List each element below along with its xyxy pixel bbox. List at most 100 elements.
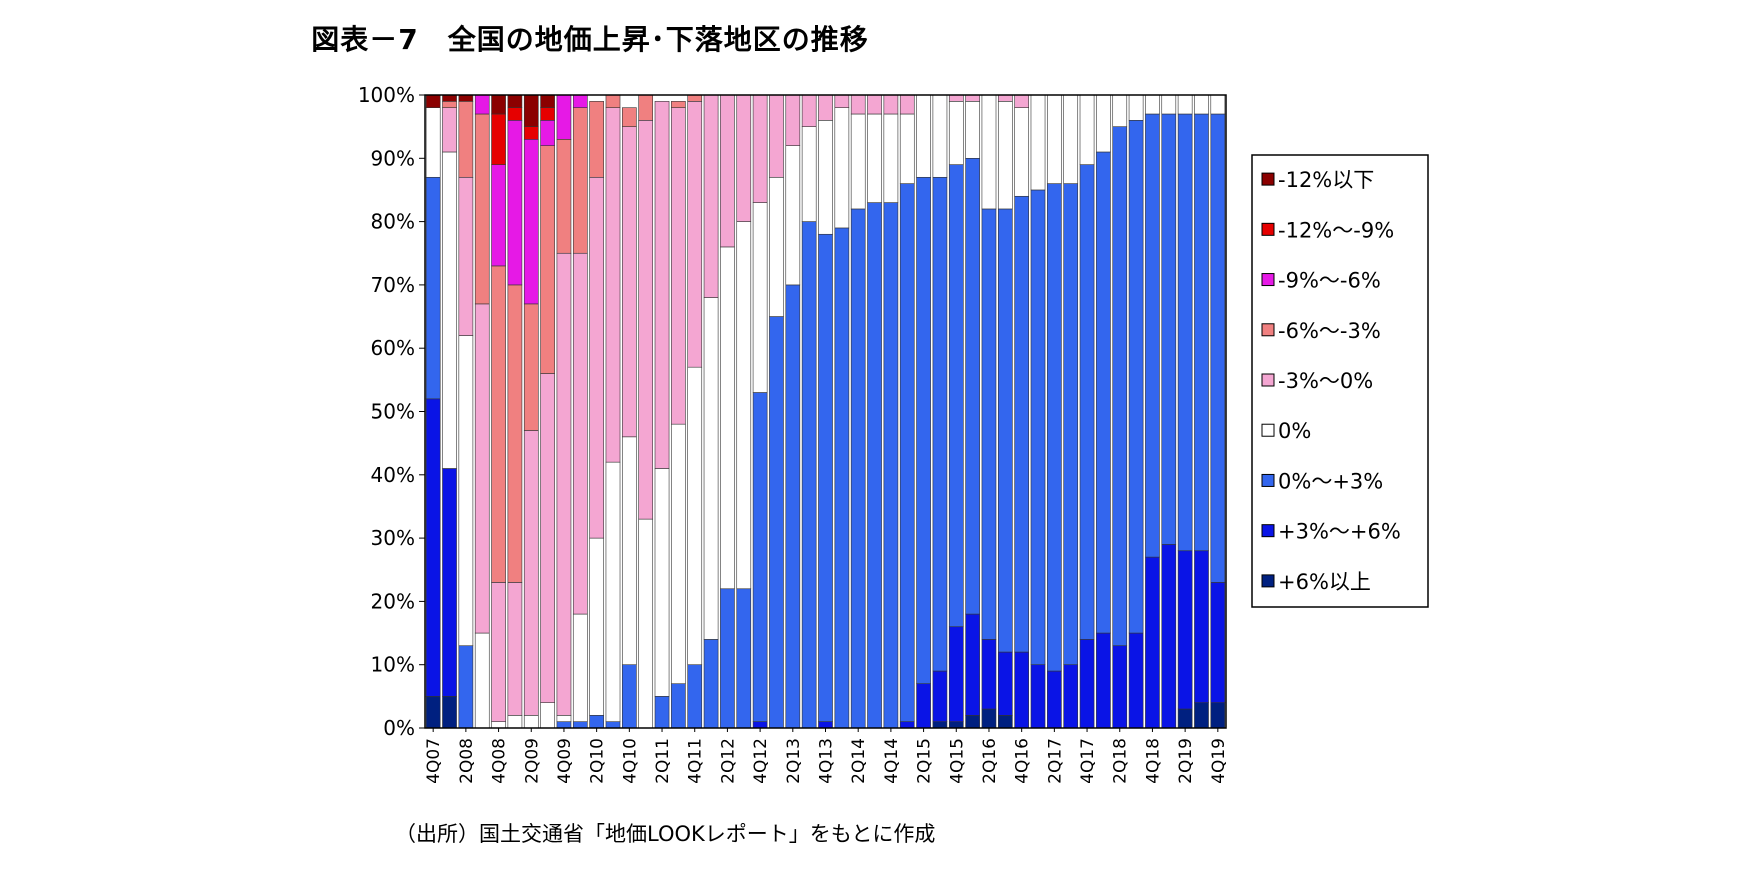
bar-segment-zero-to-plus3-4Q12	[752, 392, 768, 722]
legend-label-plus6-above: +6%以上	[1278, 570, 1371, 594]
bar-segment-zero-to-plus3-3Q14	[867, 202, 882, 729]
bar-segment-minus6-to-minus3-1Q09	[507, 284, 523, 583]
bar-segment-plus3-to-plus6-1Q17	[1030, 664, 1046, 729]
bar-segment-zero-to-plus3-2Q10	[589, 715, 604, 729]
legend-label-minus3-to-zero: -3%～0%	[1278, 369, 1373, 393]
x-tick-label: 4Q14	[882, 738, 902, 784]
bar-segment-minus6-to-minus3-4Q09	[556, 139, 572, 254]
legend-swatch-minus9-to-minus6	[1261, 273, 1275, 287]
bar-segment-minus12-to-minus9-1Q09	[507, 107, 523, 121]
bar-segment-plus3-to-plus6-4Q12	[752, 721, 768, 729]
y-tick-label: 90%	[371, 146, 415, 170]
bar-segment-minus3-to-zero-4Q11	[687, 101, 703, 368]
bar-segment-zero-to-plus3-1Q15	[899, 183, 915, 722]
x-tick-label: 4Q15	[947, 738, 967, 784]
x-tick-label: 2Q16	[980, 738, 1000, 784]
bar-segment-zero-1Q10	[572, 613, 588, 722]
bar-segment-zero-4Q13	[818, 120, 833, 235]
bar-segment-minus3-to-zero-3Q10	[605, 107, 621, 463]
bar-segment-minus3-to-zero-3Q11	[671, 107, 686, 425]
y-tick-label: 60%	[371, 336, 415, 360]
x-tick-label: 2Q17	[1045, 738, 1065, 784]
bar-segment-minus6-to-minus3-1Q08	[442, 101, 457, 108]
x-tick-label: 2Q19	[1176, 738, 1196, 784]
bar-segment-minus6-to-minus3-3Q08	[474, 113, 490, 305]
bar-segment-plus3-to-plus6-1Q08	[442, 468, 457, 697]
bar-segment-zero-2Q15	[916, 94, 931, 178]
bar-segment-zero-3Q19	[1194, 94, 1209, 115]
y-tick-label: 70%	[371, 273, 415, 297]
source-note: （出所）国土交通省「地価LOOKレポート」をもとに作成	[395, 822, 936, 846]
bar-segment-zero-to-plus3-1Q14	[834, 227, 850, 729]
x-axis: 4Q07 2Q08 4Q08 2Q09 4Q09 2Q10 4Q10 2Q11 4Q11 2Q12…	[424, 728, 1229, 784]
legend-swatch-minus6-to-minus3	[1261, 323, 1275, 337]
bar-segment-zero-2Q08	[458, 335, 474, 647]
bar-segment-minus12-below-1Q09	[507, 94, 523, 108]
bar-segment-zero-1Q12	[703, 297, 719, 640]
bar-segment-minus3-to-zero-4Q13	[818, 94, 833, 121]
bar-segment-minus6-to-minus3-1Q10	[572, 107, 588, 254]
bar-segment-plus6-above-3Q16	[997, 715, 1013, 729]
bar-segment-minus3-to-zero-2Q09	[523, 430, 539, 716]
x-tick-label: 2Q14	[849, 738, 869, 784]
bar-segment-plus3-to-plus6-4Q13	[818, 721, 833, 729]
bar-segment-zero-3Q11	[671, 423, 686, 684]
bar-segment-zero-to-plus3-2Q12	[720, 588, 735, 729]
legend-label-minus9-to-minus6: -9%～-6%	[1278, 269, 1381, 293]
bar-segment-plus6-above-1Q16	[965, 715, 980, 729]
bar-segment-minus3-to-zero-1Q11	[638, 120, 654, 520]
bar-segment-plus3-to-plus6-2Q15	[916, 683, 931, 729]
bar-segment-minus9-to-minus6-3Q09	[540, 120, 555, 146]
bar-segment-minus12-to-minus9-2Q09	[523, 126, 539, 140]
bar-segment-zero-3Q15	[932, 94, 948, 178]
bar-segment-plus3-to-plus6-3Q16	[997, 651, 1013, 716]
bar-segment-zero-4Q16	[1014, 107, 1029, 197]
bar-segment-plus3-to-plus6-4Q15	[948, 626, 964, 722]
bar-segment-minus3-to-zero-3Q08	[474, 303, 490, 634]
x-tick-label: 4Q17	[1078, 738, 1098, 784]
bar-segment-minus6-to-minus3-2Q10	[589, 101, 604, 178]
legend-label-minus12-below: -12%以下	[1278, 168, 1374, 192]
bar-segment-zero-2Q12	[720, 246, 735, 590]
bar-segment-zero-to-plus3-4Q11	[687, 664, 703, 729]
bar-segment-minus12-to-minus9-4Q08	[491, 113, 506, 165]
legend-swatch-minus12-below	[1261, 172, 1275, 186]
legend-swatch-minus12-to-minus9	[1261, 222, 1275, 236]
bar-segment-minus6-to-minus3-3Q09	[540, 145, 555, 374]
legend-label-zero-to-plus3: 0%～+3%	[1278, 469, 1383, 493]
bar-segment-minus6-to-minus3-1Q11	[638, 94, 654, 121]
bar-segment-minus6-to-minus3-2Q09	[523, 303, 539, 431]
y-tick-label: 80%	[371, 210, 415, 234]
bar-segment-minus3-to-zero-2Q08	[458, 176, 474, 336]
bar-segment-plus6-above-2Q16	[981, 708, 997, 729]
x-tick-label: 4Q19	[1209, 738, 1229, 784]
bar-segment-zero-to-plus3-1Q10	[572, 721, 588, 729]
bar-segment-zero-to-plus3-2Q08	[458, 645, 474, 729]
bar-segment-zero-2Q09	[523, 715, 539, 729]
bar-segment-minus3-to-zero-2Q11	[654, 101, 670, 469]
bar-segment-zero-to-plus3-3Q13	[801, 221, 817, 729]
bar-segment-zero-3Q09	[540, 702, 555, 729]
y-tick-label: 50%	[371, 400, 415, 424]
bar-segment-minus3-to-zero-1Q14	[834, 94, 850, 108]
bar-segment-plus3-to-plus6-1Q19	[1161, 544, 1177, 729]
bar-segment-minus3-to-zero-4Q08	[491, 582, 506, 722]
bar-segment-zero-4Q15	[948, 101, 964, 165]
x-tick-label: 2Q10	[588, 738, 608, 784]
bar-segment-plus3-to-plus6-3Q15	[932, 670, 948, 722]
bar-segment-minus3-to-zero-1Q15	[899, 94, 915, 115]
bar-segment-minus3-to-zero-3Q09	[540, 373, 555, 703]
bar-segment-zero-to-plus3-3Q11	[671, 683, 686, 729]
y-axis: 0% 10% 20% 30% 40% 50% 60% 70% 80% 90% 100%	[358, 83, 425, 740]
bar-segment-plus3-to-plus6-3Q17	[1063, 664, 1079, 729]
bar-segment-zero-4Q10	[622, 436, 637, 666]
bar-segment-zero-to-plus3-1Q17	[1030, 189, 1046, 665]
x-tick-label: 2Q13	[784, 738, 804, 784]
bar-segment-plus3-to-plus6-4Q18	[1145, 556, 1160, 729]
bar-segment-plus6-above-4Q19	[1210, 702, 1226, 729]
bar-segment-minus3-to-zero-3Q13	[801, 94, 817, 127]
bar-segment-zero-2Q14	[850, 113, 866, 210]
legend-label-plus3-to-plus6: +3%～+6%	[1278, 520, 1401, 544]
bar-segment-zero-1Q14	[834, 107, 850, 229]
